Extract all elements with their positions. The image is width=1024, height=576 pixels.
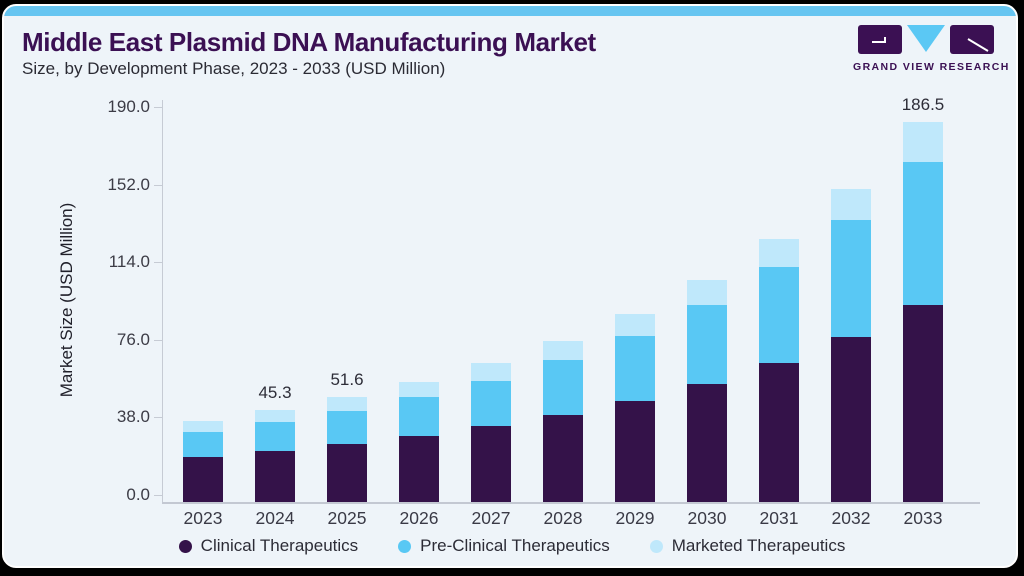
- legend-item-marketed-therapeutics[interactable]: Marketed Therapeutics: [649, 536, 846, 556]
- logo-v-triangle-icon: [907, 25, 945, 52]
- x-axis-label-2025: 2025: [327, 508, 367, 528]
- bar-total-label-2033: 186.5: [901, 94, 945, 114]
- bar-segment-marketed-therapeutics-2032[interactable]: [831, 188, 871, 221]
- logo-r-block: [950, 25, 994, 54]
- bar-segment-clinical-therapeutics-2028[interactable]: [543, 415, 583, 502]
- bar-segment-marketed-therapeutics-2033[interactable]: [903, 121, 943, 163]
- legend-dot-icon: [178, 539, 192, 553]
- bar-segment-clinical-therapeutics-2026[interactable]: [399, 436, 439, 502]
- x-axis-label-2032: 2032: [831, 508, 871, 528]
- bar-segment-pre-clinical-therapeutics-2033[interactable]: [903, 162, 943, 305]
- bar-segment-pre-clinical-therapeutics-2024[interactable]: [255, 422, 295, 452]
- y-axis-tick-label: 114.0: [108, 252, 150, 272]
- bar-segment-clinical-therapeutics-2032[interactable]: [831, 336, 871, 502]
- x-axis-label-2030: 2030: [687, 508, 727, 528]
- page-title: Middle East Plasmid DNA Manufacturing Ma…: [22, 27, 596, 57]
- bar-segment-clinical-therapeutics-2023[interactable]: [183, 456, 223, 502]
- bar-segment-clinical-therapeutics-2031[interactable]: [759, 363, 799, 502]
- y-axis-tick: [154, 339, 162, 341]
- logo-text: GRAND VIEW RESEARCH: [853, 61, 1010, 73]
- bar-segment-marketed-therapeutics-2031[interactable]: [759, 239, 799, 267]
- y-axis-line: [162, 100, 163, 502]
- bar-segment-clinical-therapeutics-2025[interactable]: [327, 444, 367, 502]
- bar-segment-marketed-therapeutics-2026[interactable]: [399, 381, 439, 398]
- logo-r-glyph-icon: [967, 38, 989, 52]
- bar-segment-clinical-therapeutics-2024[interactable]: [255, 451, 295, 502]
- x-axis-label-2033: 2033: [903, 508, 943, 528]
- x-axis-label-2023: 2023: [183, 508, 223, 528]
- bar-segment-clinical-therapeutics-2027[interactable]: [471, 426, 511, 502]
- y-axis-title: Market Size (USD Million): [57, 202, 76, 398]
- bar-segment-clinical-therapeutics-2029[interactable]: [615, 401, 655, 502]
- bar-total-label-2024: 45.3: [258, 382, 292, 402]
- top-accent-bar: [4, 6, 1016, 16]
- bar-segment-marketed-therapeutics-2027[interactable]: [471, 363, 511, 381]
- y-axis-tick: [154, 262, 162, 264]
- bar-segment-marketed-therapeutics-2023[interactable]: [183, 420, 223, 432]
- legend-item-clinical-therapeutics[interactable]: Clinical Therapeutics: [178, 536, 359, 556]
- y-axis-tick: [154, 107, 162, 109]
- bar-segment-pre-clinical-therapeutics-2023[interactable]: [183, 431, 223, 457]
- bar-segment-pre-clinical-therapeutics-2030[interactable]: [687, 304, 727, 384]
- y-axis-tick-label: 190.0: [107, 97, 150, 117]
- bar-segment-marketed-therapeutics-2024[interactable]: [255, 409, 295, 423]
- logo-g-block: [858, 25, 902, 54]
- bar-segment-clinical-therapeutics-2033[interactable]: [903, 304, 943, 502]
- legend-item-pre-clinical-therapeutics[interactable]: Pre-Clinical Therapeutics: [398, 536, 610, 556]
- bar-segment-pre-clinical-therapeutics-2029[interactable]: [615, 335, 655, 402]
- bar-segment-pre-clinical-therapeutics-2026[interactable]: [399, 397, 439, 437]
- bar-segment-pre-clinical-therapeutics-2031[interactable]: [759, 266, 799, 364]
- bar-segment-clinical-therapeutics-2030[interactable]: [687, 383, 727, 502]
- bar-segment-pre-clinical-therapeutics-2028[interactable]: [543, 360, 583, 416]
- y-axis-tick: [154, 417, 162, 419]
- bar-segment-marketed-therapeutics-2025[interactable]: [327, 396, 367, 412]
- x-axis-label-2031: 2031: [759, 508, 799, 528]
- y-axis-tick-label: 0.0: [126, 485, 150, 504]
- y-axis-tick-label: 152.0: [107, 174, 150, 194]
- legend-label: Pre-Clinical Therapeutics: [420, 536, 610, 555]
- x-axis-label-2026: 2026: [399, 508, 439, 528]
- grand-view-research-logo: GRAND VIEW RESEARCH: [853, 25, 1010, 73]
- legend-label: Clinical Therapeutics: [200, 536, 359, 555]
- bar-segment-marketed-therapeutics-2028[interactable]: [543, 340, 583, 360]
- bar-total-label-2025: 51.6: [330, 369, 364, 389]
- bar-segment-marketed-therapeutics-2029[interactable]: [615, 313, 655, 336]
- logo-g-glyph-icon: [872, 37, 886, 43]
- page-subtitle: Size, by Development Phase, 2023 - 2033 …: [22, 59, 446, 78]
- y-axis-tick: [154, 184, 162, 186]
- bar-segment-pre-clinical-therapeutics-2027[interactable]: [471, 380, 511, 427]
- y-axis-tick-label: 76.0: [116, 329, 150, 349]
- legend-dot-icon: [398, 539, 412, 553]
- legend: Clinical Therapeutics Pre-Clinical Therap…: [0, 536, 1024, 556]
- bar-segment-marketed-therapeutics-2030[interactable]: [687, 280, 727, 305]
- bar-segment-pre-clinical-therapeutics-2032[interactable]: [831, 220, 871, 337]
- legend-dot-icon: [649, 539, 663, 553]
- bar-segment-pre-clinical-therapeutics-2025[interactable]: [327, 411, 367, 445]
- x-axis-label-2028: 2028: [543, 508, 583, 528]
- x-axis-label-2024: 2024: [255, 508, 295, 528]
- x-axis-label-2029: 2029: [615, 508, 655, 528]
- y-axis-tick: [154, 495, 162, 496]
- legend-label: Marketed Therapeutics: [671, 536, 846, 555]
- x-axis-label-2027: 2027: [471, 508, 511, 528]
- x-axis-line: [162, 502, 980, 504]
- y-axis-tick-label: 38.0: [116, 407, 150, 427]
